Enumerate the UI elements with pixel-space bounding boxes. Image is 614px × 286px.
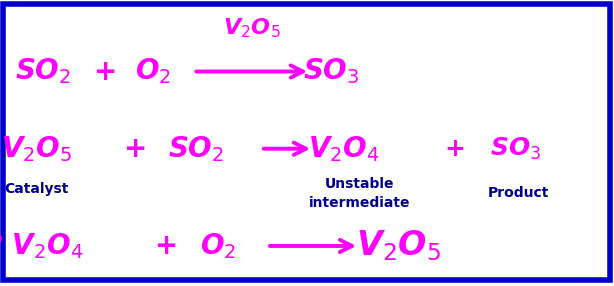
Text: V$_2$O$_5$: V$_2$O$_5$ [1,134,72,164]
Text: V$_2$O$_4$: V$_2$O$_4$ [308,134,380,164]
Text: SO$_2$: SO$_2$ [168,134,225,164]
Text: Product: Product [488,186,550,200]
Text: SO$_2$: SO$_2$ [15,57,71,86]
Text: O$_2$: O$_2$ [200,231,236,261]
Text: +: + [123,135,147,163]
Text: +: + [444,137,465,161]
Text: SO$_3$: SO$_3$ [303,57,360,86]
Text: intermediate: intermediate [308,196,410,210]
Text: +: + [154,232,177,260]
Text: +: + [93,57,116,86]
Text: O$_2$: O$_2$ [135,57,172,86]
Text: V$_2$O$_5$: V$_2$O$_5$ [223,17,281,40]
Text: Unstable: Unstable [324,178,394,191]
Text: Catalyst: Catalyst [5,182,69,196]
Text: SO$_3$: SO$_3$ [490,136,542,162]
Text: 2 V$_2$O$_4$: 2 V$_2$O$_4$ [0,231,84,261]
Text: V$_2$O$_5$: V$_2$O$_5$ [356,229,442,263]
